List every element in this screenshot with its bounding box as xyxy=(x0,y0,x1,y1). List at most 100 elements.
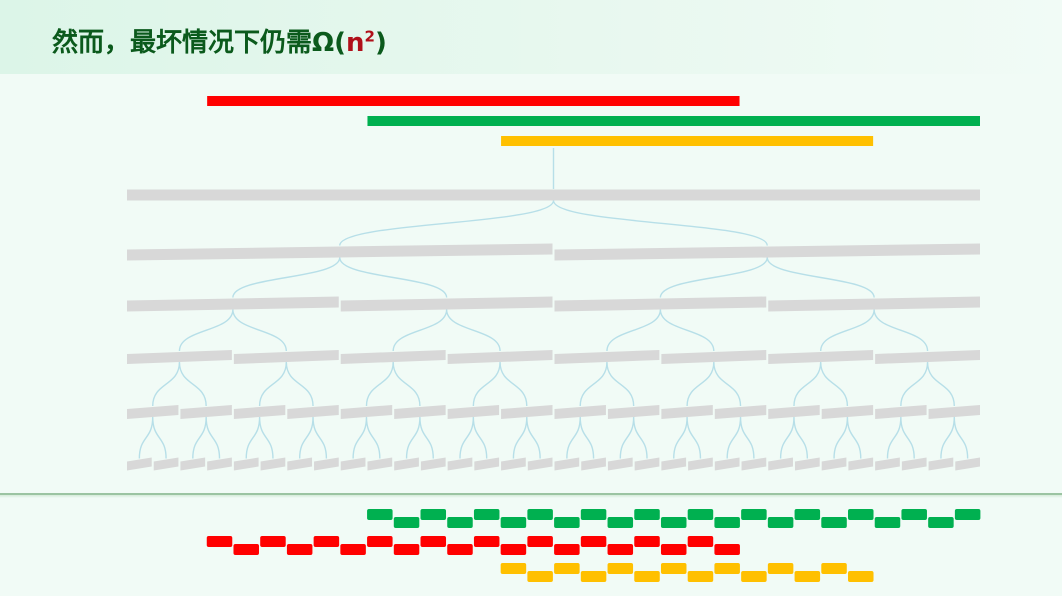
tree-node xyxy=(821,457,847,471)
tree-node xyxy=(394,457,419,471)
tree-edge xyxy=(619,416,648,459)
tree-node xyxy=(127,189,980,201)
tree-node xyxy=(340,296,553,312)
fragment-green xyxy=(687,509,714,520)
tree-node xyxy=(287,405,339,419)
tree-node xyxy=(768,350,874,364)
tree-node xyxy=(741,457,767,471)
tree-node xyxy=(127,350,232,364)
fragment-yellow xyxy=(554,563,580,574)
tree-node xyxy=(714,405,767,419)
tree-node xyxy=(180,405,232,419)
tree-node xyxy=(581,457,606,471)
fragment-green xyxy=(527,509,553,520)
tree-node xyxy=(661,350,767,364)
fragment-red xyxy=(340,544,366,555)
fragment-green xyxy=(420,509,447,520)
tree-edge xyxy=(819,309,929,352)
tree-node xyxy=(688,457,713,471)
tree-node xyxy=(768,457,793,471)
tree-node xyxy=(233,405,286,419)
fragment-yellow xyxy=(687,571,714,582)
tree-edge xyxy=(152,361,207,407)
tree-node xyxy=(607,457,633,471)
tree-node xyxy=(394,405,446,419)
fragment-red xyxy=(527,536,553,547)
tree-node xyxy=(527,457,553,471)
tree-edge xyxy=(459,416,488,459)
fragment-green xyxy=(767,517,794,528)
tree-edge xyxy=(833,416,862,459)
fragment-red xyxy=(554,544,580,555)
fragment-red xyxy=(500,544,527,555)
tree-edge xyxy=(405,416,434,459)
fragment-red xyxy=(447,544,473,555)
query-bars xyxy=(207,96,980,146)
fragment-green xyxy=(741,509,767,520)
tree-edge xyxy=(779,416,809,459)
fragment-red xyxy=(580,536,607,547)
tree-edge xyxy=(940,416,969,459)
tree-node xyxy=(554,457,580,471)
fragment-red xyxy=(260,536,286,547)
fragment-green xyxy=(848,509,874,520)
fragment-green xyxy=(500,517,527,528)
tree-node xyxy=(420,457,446,471)
fragment-green xyxy=(634,509,660,520)
tree-node xyxy=(501,457,526,471)
fragment-green xyxy=(954,509,981,520)
tree-node xyxy=(314,457,339,471)
tree-node xyxy=(153,457,179,471)
tree-edges xyxy=(138,148,969,459)
fragment-yellow xyxy=(660,563,687,574)
tree-edge xyxy=(886,416,915,459)
fragment-green xyxy=(660,517,687,528)
fragment-yellow xyxy=(821,563,847,574)
tree-node xyxy=(794,457,820,471)
fragment-red xyxy=(313,536,340,547)
tree-edge xyxy=(472,361,528,407)
fragment-red xyxy=(233,544,259,555)
tree-node xyxy=(554,350,660,364)
tree-node xyxy=(260,457,286,471)
tree-edge xyxy=(512,416,541,459)
tree-node xyxy=(928,457,954,471)
tree-node xyxy=(955,457,980,471)
tree-node xyxy=(180,457,206,471)
title-expression: n2 xyxy=(346,27,375,58)
slide-title: 然而，最坏情况下仍需Ω(n2) xyxy=(52,22,387,59)
fragment-green xyxy=(901,509,927,520)
fragment-yellow xyxy=(741,571,767,582)
fragment-yellow xyxy=(607,563,634,574)
tree-node xyxy=(661,457,687,471)
tree-edge xyxy=(352,416,381,459)
tree-edge xyxy=(900,361,955,407)
tree-node xyxy=(207,457,232,471)
tree-node xyxy=(821,405,874,419)
tree-node xyxy=(287,457,313,471)
tree-node xyxy=(554,405,606,419)
tree-edge xyxy=(192,416,221,459)
fragment-rows xyxy=(206,509,981,582)
title-paren-open: ( xyxy=(334,28,346,58)
tree-node xyxy=(901,457,927,471)
fragment-red xyxy=(206,536,233,547)
fragment-green xyxy=(928,517,954,528)
query-bar-red xyxy=(207,96,740,106)
tree-node xyxy=(848,457,874,471)
title-paren-close: ) xyxy=(374,28,387,58)
tree-node xyxy=(554,296,767,312)
tree-node xyxy=(340,405,393,419)
tree-node xyxy=(875,405,927,419)
title-band xyxy=(0,0,1062,74)
fragment-yellow xyxy=(500,563,527,574)
fragment-red xyxy=(634,536,660,547)
fragment-red xyxy=(367,536,393,547)
fragment-green xyxy=(393,517,420,528)
tree-node xyxy=(714,457,740,471)
tree-edge xyxy=(232,257,448,298)
tree-edge xyxy=(178,309,288,352)
tree-node xyxy=(661,405,713,419)
tree-edge xyxy=(659,257,875,298)
tree-node xyxy=(340,457,366,471)
